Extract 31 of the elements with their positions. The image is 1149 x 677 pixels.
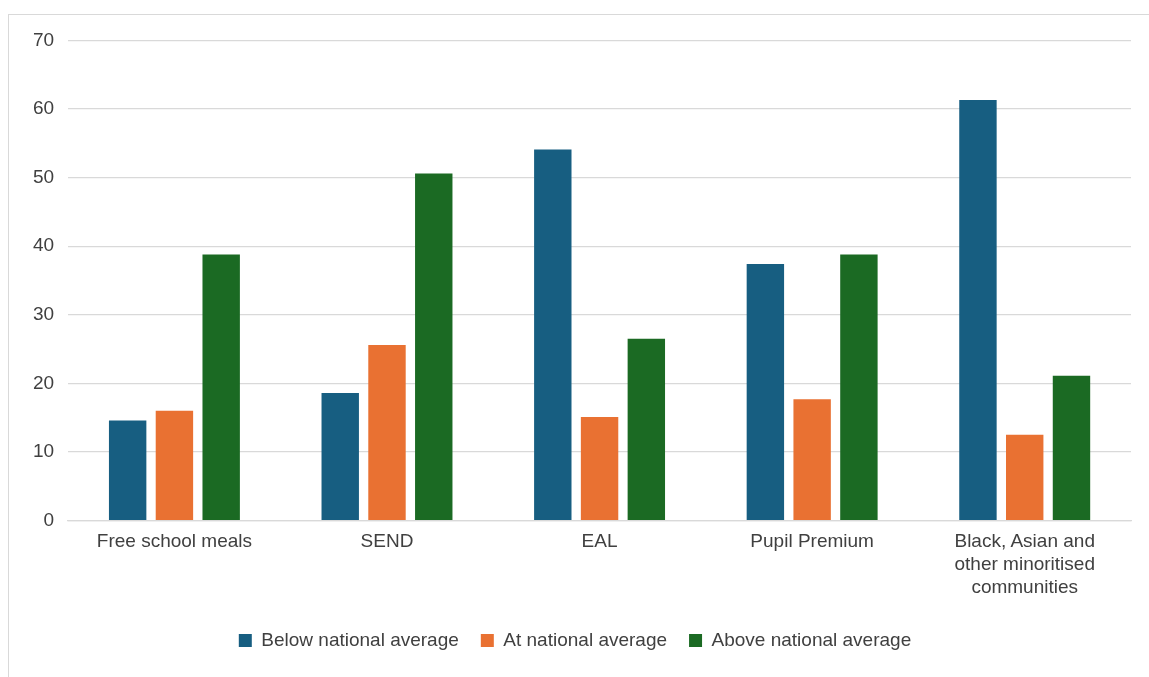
bar	[959, 100, 997, 520]
bar	[746, 264, 785, 520]
y-tick-label: 70	[32, 28, 55, 50]
bar	[534, 149, 572, 520]
legend-label: Above national average	[711, 628, 912, 650]
bar	[840, 254, 878, 520]
legend-label: At national average	[503, 628, 668, 650]
x-tick-label: EAL	[581, 530, 618, 552]
bar	[1052, 375, 1091, 520]
legend-label: Below national average	[261, 628, 459, 650]
bar	[155, 410, 194, 520]
bar	[108, 420, 147, 520]
y-tick-label: 0	[43, 508, 55, 530]
bar	[415, 173, 453, 520]
bar	[368, 344, 406, 520]
y-tick-label: 60	[32, 97, 55, 119]
y-tick-label: 30	[32, 303, 55, 325]
x-tick-label: SEND	[360, 530, 414, 552]
bar	[202, 254, 240, 520]
y-tick-label: 20	[32, 371, 55, 393]
y-tick-label: 10	[32, 440, 55, 462]
x-tick-label: Free school meals	[96, 530, 253, 552]
bar	[321, 393, 359, 520]
x-tick-label: Black, Asian and other minoritised communities	[954, 530, 1095, 597]
bar	[1006, 434, 1044, 520]
x-tick-label: Pupil Premium	[750, 530, 874, 552]
bar	[793, 399, 831, 520]
bar	[580, 417, 619, 520]
y-tick-label: 40	[32, 234, 55, 256]
bar	[627, 338, 666, 520]
y-tick-label: 50	[32, 165, 55, 187]
